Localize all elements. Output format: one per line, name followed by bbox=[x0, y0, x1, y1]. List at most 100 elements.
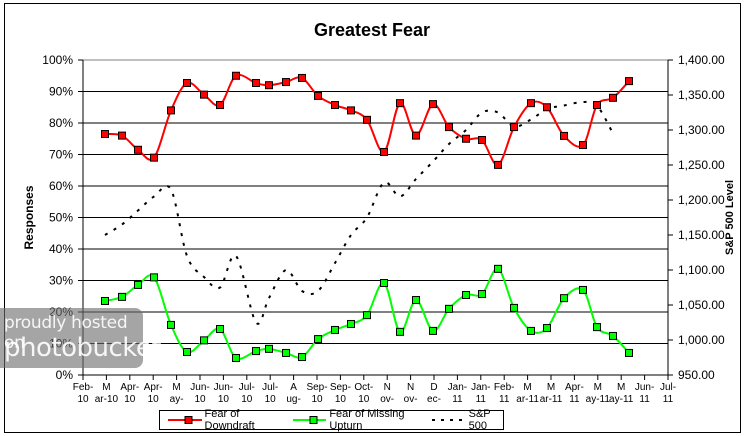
chart-title: Greatest Fear bbox=[313, 20, 431, 40]
y2-tick-label: 1,400.00 bbox=[678, 53, 725, 67]
x-tick-label: 10 bbox=[265, 394, 277, 405]
x-tick-label: M bbox=[172, 382, 180, 393]
x-tick-label: M bbox=[102, 382, 110, 393]
data-point-marker bbox=[298, 353, 306, 362]
x-tick-label: ar-11 bbox=[540, 394, 563, 405]
data-point-marker bbox=[363, 115, 371, 124]
data-point-marker bbox=[314, 335, 322, 344]
data-point-marker bbox=[429, 326, 437, 335]
data-point-marker bbox=[380, 279, 388, 288]
x-tick-label: 11 bbox=[499, 394, 510, 405]
y2-tick-label: 950.00 bbox=[678, 368, 715, 382]
x-tick-label: ay-11 bbox=[586, 394, 611, 405]
legend-item-missing-upturn: Fear of Missing Upturn bbox=[292, 408, 418, 432]
legend-dashed-line-icon bbox=[432, 419, 466, 421]
x-tick-label: 10 bbox=[358, 394, 370, 405]
data-point-marker bbox=[462, 134, 470, 143]
data-point-marker bbox=[494, 160, 502, 169]
x-tick-label: Apr- bbox=[144, 382, 163, 393]
data-point-marker bbox=[396, 327, 404, 336]
x-tick-label: Jul- bbox=[660, 382, 676, 393]
x-tick-label: 11 bbox=[639, 394, 650, 405]
data-point-marker bbox=[265, 344, 273, 353]
data-point-marker bbox=[200, 336, 208, 345]
x-tick-label: ov- bbox=[380, 394, 394, 405]
data-point-marker bbox=[543, 103, 551, 112]
data-point-marker bbox=[380, 147, 388, 156]
legend-green-line-marker-icon bbox=[292, 416, 327, 424]
data-point-marker bbox=[282, 348, 290, 357]
y-tick-label: 30% bbox=[49, 274, 73, 288]
data-point-marker bbox=[331, 101, 339, 110]
data-point-marker bbox=[543, 324, 551, 333]
x-tick-label: ec- bbox=[427, 394, 441, 405]
data-point-marker bbox=[625, 77, 633, 86]
x-tick-label: M bbox=[617, 382, 625, 393]
x-tick-label: Jun- bbox=[214, 382, 233, 393]
legend-item-downdraft: Fear of Downdraft bbox=[168, 408, 275, 432]
data-point-marker bbox=[101, 130, 109, 139]
legend-red-line-marker-icon bbox=[168, 416, 202, 424]
data-point-marker bbox=[183, 348, 191, 357]
data-point-marker bbox=[183, 78, 191, 87]
x-tick-label: N bbox=[384, 382, 391, 393]
legend-label: S&P 500 bbox=[468, 408, 491, 432]
x-tick-label: N bbox=[407, 382, 414, 393]
y2-tick-label: 1,350.00 bbox=[678, 88, 725, 102]
photobucket-watermark: proudly hosted on photobucket bbox=[0, 308, 162, 368]
data-point-marker bbox=[216, 101, 224, 110]
y2-tick-label: 1,300.00 bbox=[678, 123, 725, 137]
data-point-marker bbox=[593, 101, 601, 110]
x-tick-label: 11 bbox=[476, 394, 487, 405]
watermark-line1: proudly hosted on bbox=[4, 313, 128, 353]
sp500-line bbox=[104, 100, 614, 325]
y2-tick-label: 1,250.00 bbox=[678, 158, 725, 172]
data-point-marker bbox=[609, 93, 617, 102]
data-point-marker bbox=[252, 347, 260, 356]
data-point-marker bbox=[167, 320, 175, 329]
data-point-marker bbox=[150, 153, 158, 162]
x-tick-label: 10 bbox=[218, 394, 230, 405]
data-point-marker bbox=[579, 141, 587, 150]
data-point-marker bbox=[396, 99, 404, 108]
data-point-marker bbox=[232, 353, 240, 362]
data-point-marker bbox=[101, 296, 109, 305]
y2-tick-label: 1,100.00 bbox=[678, 263, 725, 277]
y-tick-label: 60% bbox=[49, 179, 73, 193]
legend-label: Fear of Missing Upturn bbox=[329, 408, 405, 432]
data-point-marker bbox=[216, 325, 224, 334]
x-tick-label: ar-11 bbox=[516, 394, 539, 405]
y2-tick-label: 1,150.00 bbox=[678, 228, 725, 242]
data-point-marker bbox=[560, 294, 568, 303]
x-tick-label: M bbox=[523, 382, 531, 393]
data-point-marker bbox=[494, 264, 502, 273]
data-point-marker bbox=[298, 73, 306, 82]
data-point-marker bbox=[150, 273, 158, 282]
x-tick-label: 10 bbox=[124, 394, 136, 405]
x-tick-label: 10 bbox=[148, 394, 160, 405]
data-point-marker bbox=[347, 319, 355, 328]
data-point-marker bbox=[134, 145, 142, 154]
data-point-marker bbox=[579, 285, 587, 294]
y-tick-label: 0% bbox=[56, 368, 74, 382]
x-tick-label: 10 bbox=[241, 394, 253, 405]
y2-axis-title: S&P 500 Level bbox=[724, 180, 736, 255]
x-tick-label: Sep- bbox=[330, 382, 351, 393]
data-point-marker bbox=[478, 290, 486, 299]
data-point-marker bbox=[347, 106, 355, 115]
data-point-marker bbox=[560, 131, 568, 140]
data-point-marker bbox=[429, 100, 437, 109]
data-point-marker bbox=[314, 91, 322, 100]
data-point-marker bbox=[167, 106, 175, 115]
x-tick-label: Jul- bbox=[239, 382, 255, 393]
data-point-marker bbox=[134, 280, 142, 289]
x-tick-label: 11 bbox=[569, 394, 580, 405]
x-tick-label: 10 bbox=[335, 394, 347, 405]
x-tick-label: Oct- bbox=[354, 382, 373, 393]
y2-tick-label: 1,000.00 bbox=[678, 333, 725, 347]
x-tick-label: 10 bbox=[311, 394, 323, 405]
x-tick-label: M bbox=[547, 382, 555, 393]
x-tick-label: Jul- bbox=[262, 382, 278, 393]
data-point-marker bbox=[363, 311, 371, 320]
x-tick-label: A bbox=[290, 382, 297, 393]
